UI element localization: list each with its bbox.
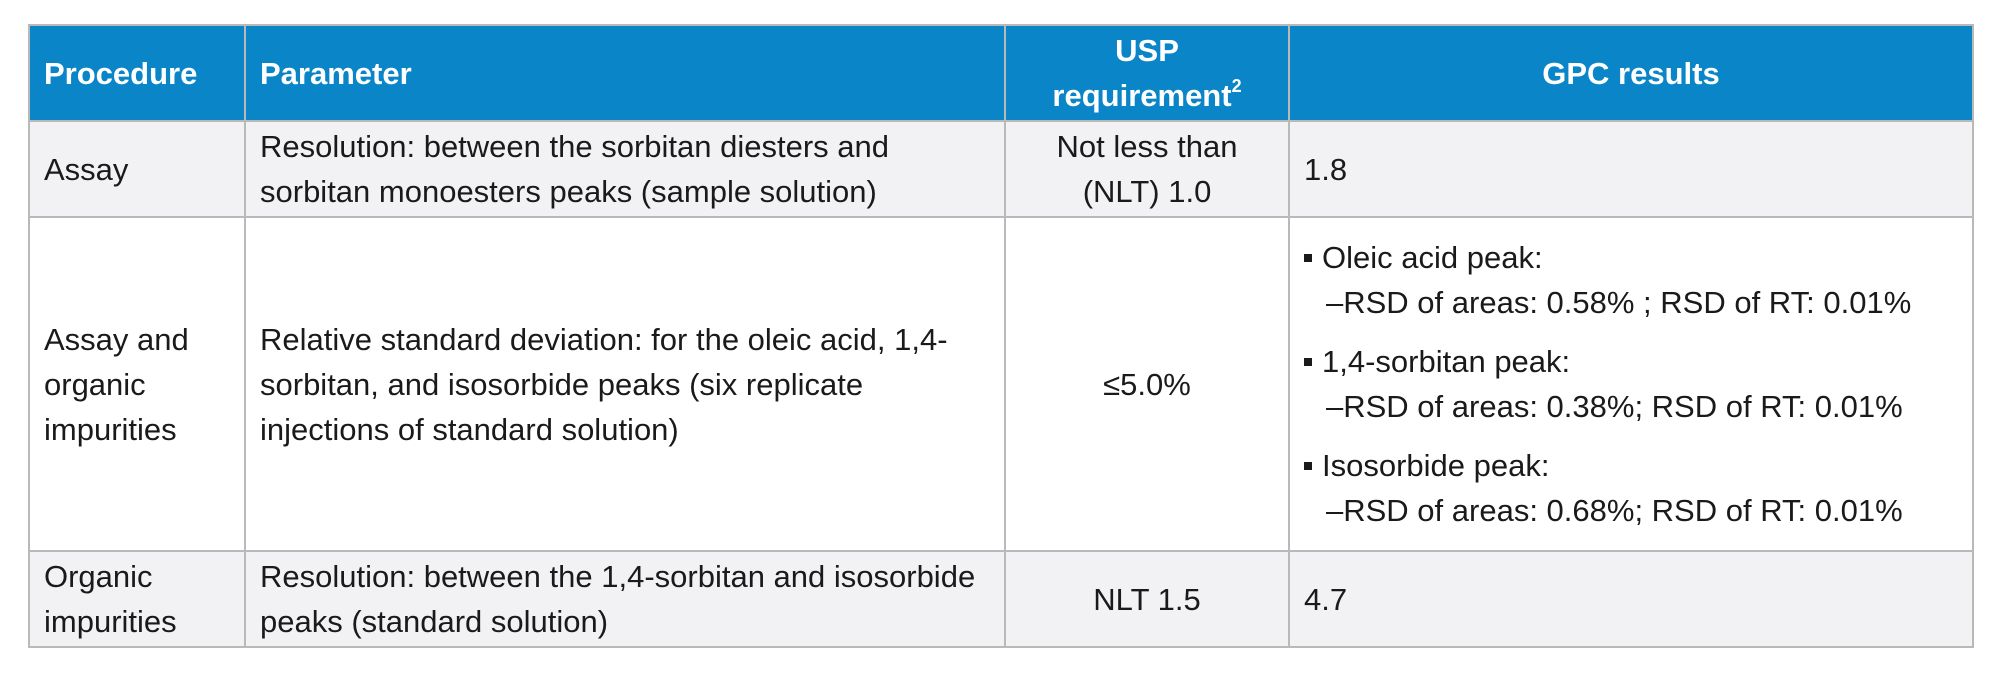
header-parameter: Parameter (244, 24, 1006, 122)
result-detail: –RSD of areas: 0.68%; RSD of RT: 0.01% (1326, 493, 1903, 528)
cell-parameter: Resolution: between the sorbitan diester… (244, 120, 1006, 218)
result-peak: Oleic acid peak: (1322, 240, 1543, 275)
result-detail: –RSD of areas: 0.38%; RSD of RT: 0.01% (1326, 389, 1903, 424)
cell-gpc-result: 1.8 (1288, 120, 1974, 218)
result-peak-line: 1,4-sorbitan peak: (1304, 339, 1958, 384)
cell-usp-requirement: NLT 1.5 (1004, 550, 1290, 648)
result-item: Oleic acid peak: –RSD of areas: 0.58% ; … (1304, 235, 1958, 325)
cell-parameter: Resolution: between the 1,4-sorbitan and… (244, 550, 1006, 648)
table-row: Organic impurities Resolution: between t… (28, 550, 1974, 648)
header-usp-requirement-label: USP requirement (1052, 33, 1232, 113)
bullet-icon (1304, 254, 1312, 262)
cell-parameter: Relative standard deviation: for the ole… (244, 216, 1006, 552)
cell-gpc-results: Oleic acid peak: –RSD of areas: 0.58% ; … (1288, 216, 1974, 552)
bullet-icon (1304, 358, 1312, 366)
header-procedure: Procedure (28, 24, 246, 122)
cell-usp-requirement: ≤5.0% (1004, 216, 1290, 552)
usp-gpc-table: Procedure Parameter USP requirement2 GPC… (28, 24, 1974, 648)
result-item: 1,4-sorbitan peak: –RSD of areas: 0.38%;… (1304, 339, 1958, 429)
header-usp-requirement: USP requirement2 (1004, 24, 1290, 122)
result-item: Isosorbide peak: –RSD of areas: 0.68%; R… (1304, 443, 1958, 533)
result-peak-line: Oleic acid peak: (1304, 235, 1958, 280)
bullet-icon (1304, 462, 1312, 470)
cell-usp-requirement: Not less than (NLT) 1.0 (1004, 120, 1290, 218)
result-peak: 1,4-sorbitan peak: (1322, 344, 1571, 379)
cell-gpc-result: 4.7 (1288, 550, 1974, 648)
cell-procedure: Assay (28, 120, 246, 218)
results-list: Oleic acid peak: –RSD of areas: 0.58% ; … (1304, 235, 1958, 533)
cell-procedure: Organic impurities (28, 550, 246, 648)
result-peak-line: Isosorbide peak: (1304, 443, 1958, 488)
table-header-row: Procedure Parameter USP requirement2 GPC… (28, 24, 1974, 122)
result-detail: –RSD of areas: 0.58% ; RSD of RT: 0.01% (1326, 285, 1912, 320)
result-peak: Isosorbide peak: (1322, 448, 1550, 483)
table-row: Assay and organic impurities Relative st… (28, 216, 1974, 552)
footnote-marker: 2 (1231, 75, 1242, 96)
table-row: Assay Resolution: between the sorbitan d… (28, 120, 1974, 218)
header-gpc-results: GPC results (1288, 24, 1974, 122)
cell-procedure: Assay and organic impurities (28, 216, 246, 552)
